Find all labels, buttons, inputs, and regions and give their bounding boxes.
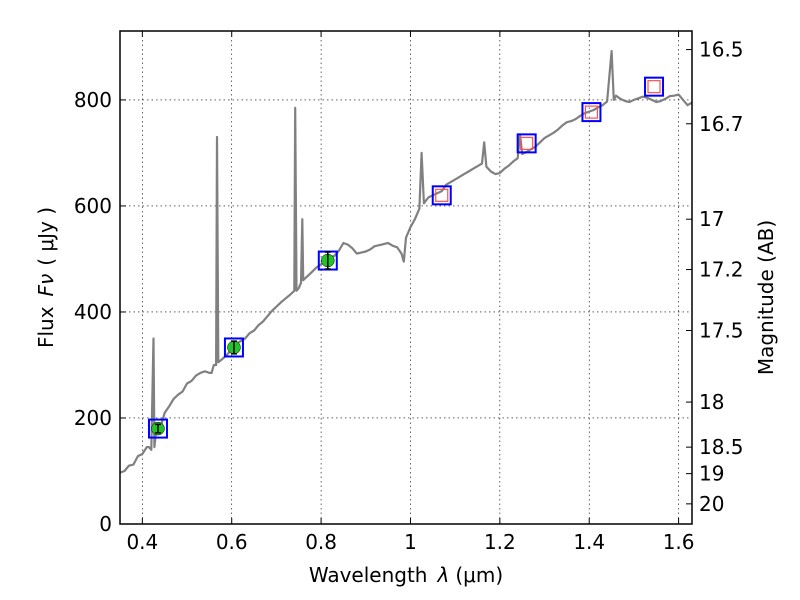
bandpass-box [644,76,665,97]
bandpass-box [147,418,168,439]
x-tick-label: 0.8 [305,530,337,554]
x-axis-label-unit: (μm) [455,563,503,587]
x-tick-label: 1 [404,530,417,554]
model-point [644,76,665,97]
measured-point [223,337,244,358]
model-point [431,185,452,206]
bandpass-box [516,133,537,154]
y-axis-label-text: Flux [34,306,58,348]
y2-tick-label: 16.5 [699,38,744,62]
bandpass-box [223,337,244,358]
x-axis-label-symbol: λ [437,563,450,587]
photometry-markers [147,76,665,439]
x-tick-label: 1.6 [663,530,695,554]
y-axis-label: Flux Fν ( μJy ) [34,207,58,348]
model-marker [435,188,449,202]
y2-tick-label: 18.5 [699,435,744,459]
y-ticks: 0 200 400 600 800 [74,88,126,536]
x-ticks: 0.4 0.6 0.8 1 1.2 1.4 1.6 [126,31,695,554]
y-axis-label-unit: ( μJy ) [34,207,58,266]
model-point [516,133,537,154]
y2-tick-label: 20 [699,492,724,516]
y-tick-label: 600 [74,194,112,218]
y2-tick-label: 17.5 [699,319,744,343]
x-tick-label: 0.6 [216,530,248,554]
spectrum-series [119,49,693,474]
y2-tick-label: 19 [699,462,724,486]
bandpass-box [431,185,452,206]
model-marker [584,105,599,119]
bandpass-box [581,102,602,123]
measured-point [147,418,168,439]
x-tick-label: 1.2 [484,530,516,554]
y-tick-label: 200 [74,406,112,430]
y2-axis-label: Magnitude (AB) [754,220,778,375]
y2-tick-label: 17 [699,207,724,231]
grid-lines [120,31,692,525]
y-tick-label: 400 [74,300,112,324]
y2-ticks: 16.5 16.7 17 17.2 17.5 18 18.5 19 20 [686,38,744,516]
y2-tick-label: 18 [699,390,724,414]
x-axis-label-text: Wavelength [309,563,428,587]
spectrum-line [119,49,693,474]
measured-point [317,250,338,271]
model-marker [647,80,661,94]
y-axis-label-symbol: Fν [34,274,58,297]
x-tick-label: 1.4 [573,530,605,554]
model-point [581,102,602,123]
plot-frame [119,30,693,525]
y2-tick-label: 17.2 [699,258,744,282]
x-tick-label: 0.4 [126,530,158,554]
y-tick-label: 0 [99,512,112,536]
x-axis-label: Wavelength λ (μm) [309,563,503,587]
y2-tick-label: 16.7 [699,112,744,136]
model-marker [520,136,534,150]
y-tick-label: 800 [74,88,112,112]
